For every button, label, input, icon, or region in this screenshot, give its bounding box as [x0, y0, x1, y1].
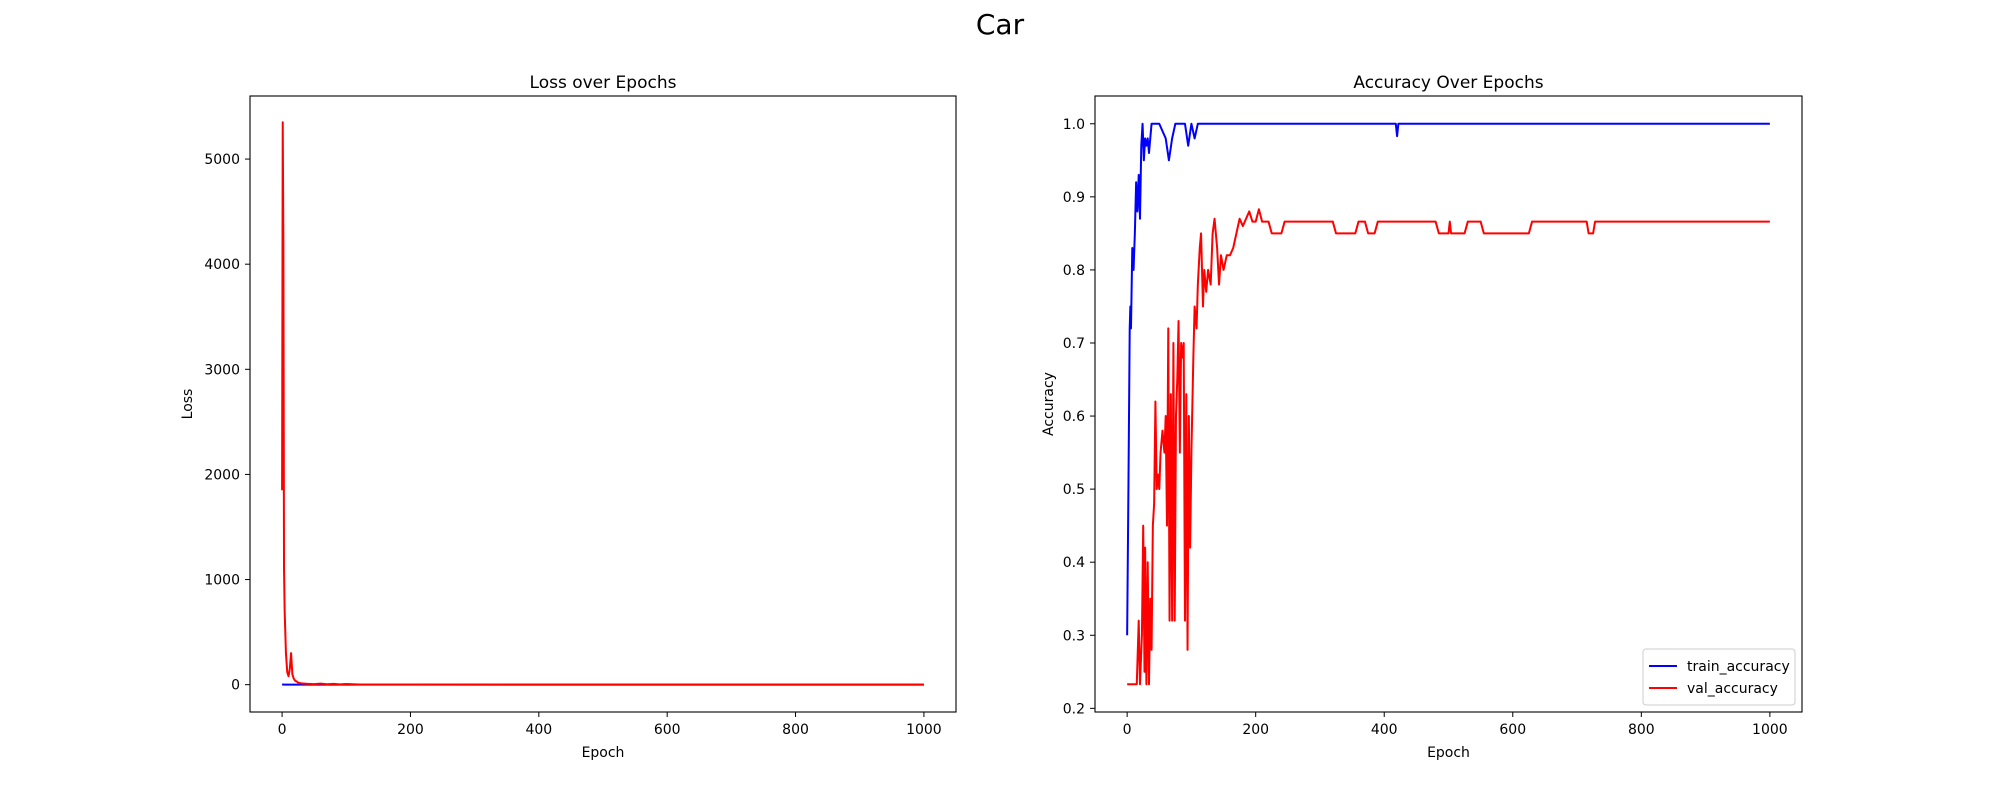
- loss-x-axis-label: Epoch: [582, 745, 625, 761]
- loss-x-tick-label: 600: [654, 722, 681, 738]
- loss-y-tick-label: 2000: [204, 467, 240, 483]
- legend-label-val-accuracy: val_accuracy: [1687, 681, 1778, 697]
- loss-y-tick-label: 1000: [204, 573, 240, 589]
- accuracy-x-tick-label: 1000: [1752, 722, 1788, 738]
- accuracy-series-val-accuracy-line: [1127, 208, 1770, 686]
- accuracy-y-axis-label: Accuracy: [1041, 372, 1057, 436]
- loss-x-tick-label: 200: [397, 722, 424, 738]
- figure-title: Car: [975, 8, 1025, 41]
- loss-y-tick-label: 4000: [204, 257, 240, 273]
- accuracy-y-tick-label: 0.2: [1063, 701, 1085, 717]
- loss-y-tick-label: 5000: [204, 152, 240, 168]
- loss-axes-frame: [249, 95, 957, 713]
- accuracy-y-tick-label: 1.0: [1063, 117, 1085, 133]
- accuracy-legend-box: [1642, 648, 1796, 706]
- accuracy-chart-title: Accuracy Over Epochs: [1353, 73, 1543, 93]
- loss-series-val-loss-line: [281, 121, 924, 686]
- accuracy-x-tick-label: 0: [1123, 722, 1132, 738]
- accuracy-series-train-accuracy-line: [1126, 122, 1770, 636]
- loss-chart: 0 200 400 600 800 1000 0 1000 2000 3000 4000 5000 Lo…: [180, 73, 957, 761]
- accuracy-x-tick-label: 400: [1371, 722, 1398, 738]
- accuracy-y-tick-label: 0.3: [1063, 628, 1085, 644]
- accuracy-y-tick-label: 0.7: [1063, 336, 1085, 352]
- accuracy-y-tick-label: 0.5: [1063, 482, 1085, 498]
- loss-y-tick-label: 3000: [204, 362, 240, 378]
- loss-x-tick-label: 1000: [906, 722, 942, 738]
- accuracy-x-tick-label: 200: [1242, 722, 1269, 738]
- legend-label-train-accuracy: train_accuracy: [1687, 659, 1790, 675]
- loss-x-tick-label: 400: [525, 722, 552, 738]
- accuracy-y-tick-label: 0.8: [1063, 263, 1085, 279]
- accuracy-legend: train_accuracy val_accuracy: [1642, 648, 1796, 706]
- loss-chart-title: Loss over Epochs: [530, 73, 677, 93]
- loss-y-tick-label: 0: [231, 678, 240, 694]
- accuracy-x-tick-label: 600: [1499, 722, 1526, 738]
- accuracy-chart: 0 200 400 600 800 1000 0.2 0.3 0.4 0.5 0.6 0.7 0.8 0.…: [1041, 73, 1803, 761]
- accuracy-y-tick-label: 0.6: [1063, 409, 1085, 425]
- loss-x-tick-label: 800: [782, 722, 809, 738]
- accuracy-x-tick-label: 800: [1628, 722, 1655, 738]
- loss-x-tick-label: 0: [278, 722, 287, 738]
- loss-y-axis-label: Loss: [180, 389, 196, 420]
- accuracy-y-tick-label: 0.9: [1063, 190, 1085, 206]
- accuracy-x-axis-label: Epoch: [1427, 745, 1470, 761]
- accuracy-y-tick-label: 0.4: [1063, 555, 1085, 571]
- accuracy-axes-frame: [1094, 95, 1803, 713]
